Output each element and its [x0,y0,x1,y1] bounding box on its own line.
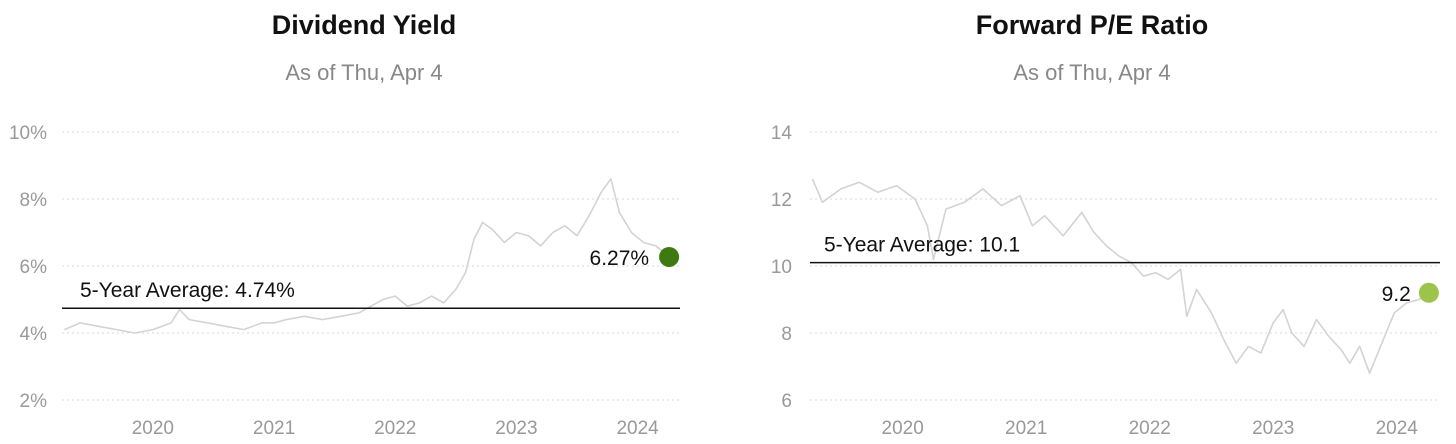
x-tick-label: 2023 [1252,418,1294,439]
y-tick-label: 6% [20,257,48,278]
average-label: 5-Year Average: 4.74% [80,279,295,302]
latest-value-label: 9.2 [1382,283,1411,306]
chart-title: Forward P/E Ratio [975,10,1209,40]
y-tick-label: 6 [781,391,792,412]
x-tick-label: 2021 [253,418,295,439]
x-tick-label: 2024 [1376,418,1419,439]
x-tick-label: 2022 [1129,418,1171,439]
y-tick-label: 14 [771,123,793,144]
x-tick-label: 2022 [374,418,416,439]
average-label: 5-Year Average: 10.1 [824,234,1020,257]
y-tick-label: 12 [771,190,792,211]
dividend-yield-plot: 2% 4% 6% 8% 10% 2020 2021 2022 2023 2024 5-Year Av… [9,123,680,439]
forward-pe-plot: 6 8 10 12 14 2020 2021 2022 2023 2024 5-Year Avera… [771,123,1440,439]
x-tick-label: 2024 [616,418,659,439]
dividend-yield-chart: Dividend Yield As of Thu, Apr 4 2% 4% 6% 8%… [9,10,680,439]
chart-title: Dividend Yield [271,10,457,40]
series-line [64,178,670,334]
y-tick-label: 4% [20,324,48,345]
latest-value-label: 6.27% [590,247,650,270]
chart-subtitle: As of Thu, Apr 4 [1013,60,1171,85]
y-tick-label: 10% [9,123,47,144]
y-tick-label: 8 [781,324,792,345]
x-tick-label: 2021 [1005,418,1047,439]
latest-value-marker [659,246,680,267]
latest-value-marker [1418,282,1439,303]
forward-pe-chart: Forward P/E Ratio As of Thu, Apr 4 6 8 10 1… [728,0,1456,444]
y-tick-label: 10 [771,257,792,278]
x-tick-label: 2023 [495,418,537,439]
chart-subtitle: As of Thu, Apr 4 [285,60,443,85]
x-tick-label: 2020 [882,418,924,439]
x-tick-label: 2020 [132,418,174,439]
y-tick-label: 2% [20,391,48,412]
y-tick-label: 8% [20,190,48,211]
series-line [811,178,1430,375]
